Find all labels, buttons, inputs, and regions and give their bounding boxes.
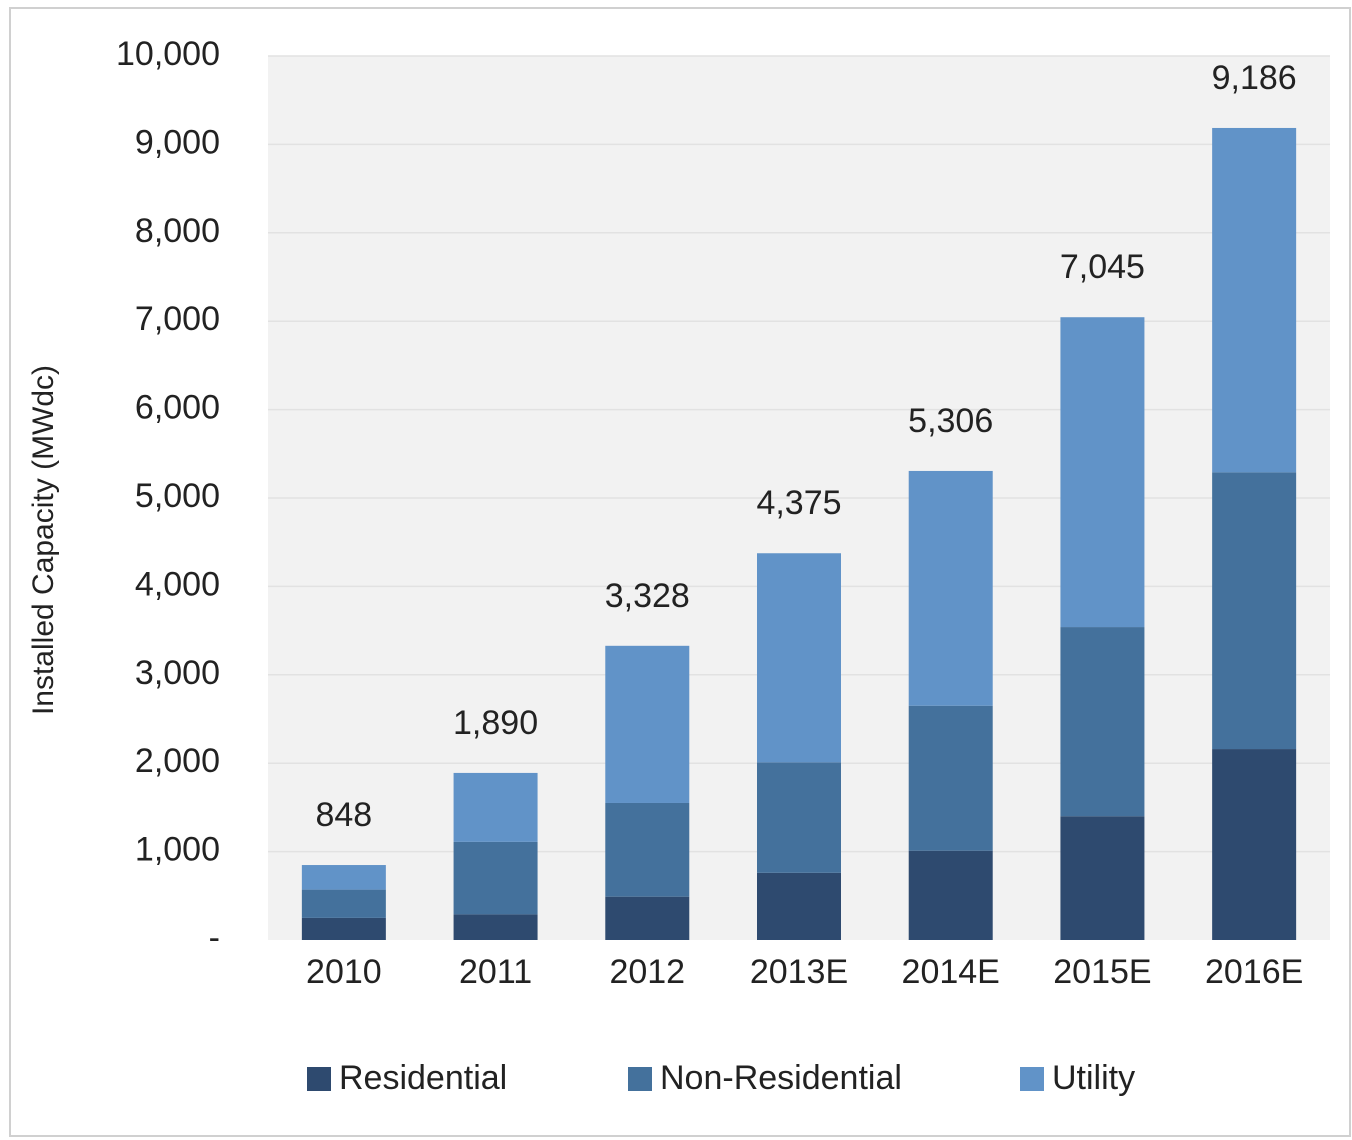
legend-swatch <box>628 1067 652 1091</box>
bar-segment <box>1060 816 1145 940</box>
x-tick-label: 2016E <box>1205 953 1303 991</box>
y-tick-label: 8,000 <box>135 212 220 250</box>
legend-swatch <box>1020 1067 1044 1091</box>
y-tick-label: 2,000 <box>135 742 220 780</box>
y-tick-label: 3,000 <box>135 654 220 692</box>
y-tick-label: 10,000 <box>116 35 220 73</box>
x-tick-label: 2012 <box>609 953 685 991</box>
bar-segment <box>1212 749 1297 940</box>
bar-segment <box>908 850 993 940</box>
total-label: 3,328 <box>605 577 690 615</box>
total-label: 7,045 <box>1060 248 1145 286</box>
bar-segment <box>453 841 538 915</box>
bar-segment <box>908 705 993 851</box>
y-tick-label: 9,000 <box>135 123 220 161</box>
bar-segment <box>605 802 690 897</box>
y-tick-label: 5,000 <box>135 477 220 515</box>
bar-segment <box>757 762 841 873</box>
y-tick-label: - <box>209 919 220 957</box>
y-tick-label: 1,000 <box>135 831 220 869</box>
x-tick-label: 2014E <box>902 953 1000 991</box>
y-tick-label: 7,000 <box>135 300 220 338</box>
legend-label: Non-Residential <box>660 1059 902 1097</box>
bar-segment <box>301 889 386 918</box>
y-tick-label: 6,000 <box>135 389 220 427</box>
bar-segment <box>605 645 690 803</box>
bar-segment <box>757 872 841 940</box>
bar-segment <box>1060 627 1145 817</box>
bar-segment <box>908 470 993 706</box>
x-tick-label: 2013E <box>750 953 848 991</box>
x-tick-label: 2010 <box>306 953 382 991</box>
total-label: 4,375 <box>756 484 841 522</box>
bar-segment <box>453 772 538 842</box>
y-axis-label: Installed Capacity (MWdc) <box>27 365 60 715</box>
bar-segment <box>757 553 841 763</box>
total-label: 1,890 <box>453 704 538 742</box>
legend-label: Utility <box>1052 1059 1135 1097</box>
bar-segment <box>1060 317 1145 628</box>
bar-segment <box>605 896 690 940</box>
bar-segment <box>301 917 386 940</box>
bar-segment <box>1212 127 1297 473</box>
y-tick-label: 4,000 <box>135 565 220 603</box>
total-label: 9,186 <box>1212 59 1297 97</box>
x-tick-label: 2011 <box>459 953 532 991</box>
bar-segment <box>453 914 538 940</box>
bar-segment <box>1212 472 1297 750</box>
total-label: 5,306 <box>908 402 993 440</box>
legend-label: Residential <box>339 1059 507 1097</box>
bar-segment <box>301 865 386 890</box>
legend-swatch <box>307 1067 331 1091</box>
x-tick-label: 2015E <box>1053 953 1151 991</box>
total-label: 848 <box>315 796 372 834</box>
